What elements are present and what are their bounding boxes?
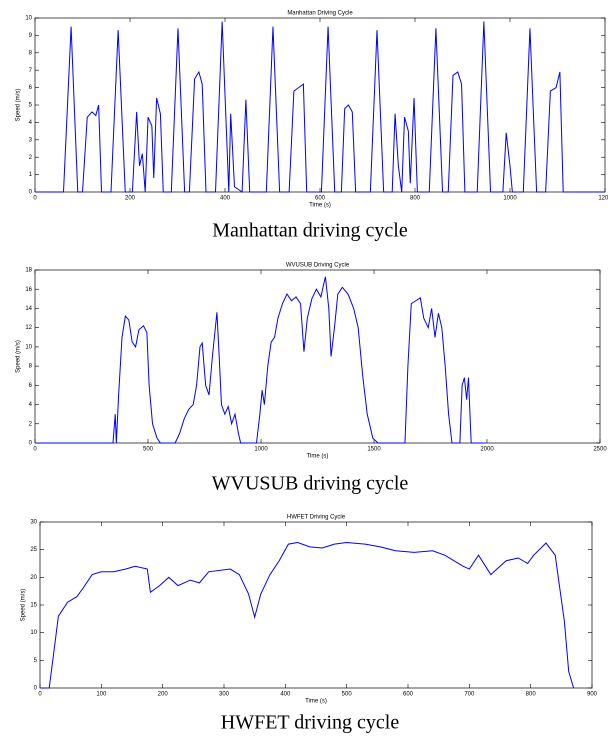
plot-area bbox=[34, 17, 606, 193]
y-tick-label: 6 bbox=[29, 383, 33, 389]
y-tick-label: 18 bbox=[25, 268, 32, 274]
x-tick-label: 300 bbox=[219, 692, 230, 698]
plot-area bbox=[34, 269, 601, 444]
y-tick-label: 6 bbox=[29, 85, 33, 91]
y-tick-label: 7 bbox=[29, 68, 33, 74]
x-tick-label: 0 bbox=[33, 447, 37, 453]
x-tick-label: 400 bbox=[220, 196, 231, 202]
y-tick-label: 3 bbox=[29, 137, 33, 143]
y-tick-label: 2 bbox=[29, 421, 33, 427]
y-tick-label: 1 bbox=[29, 172, 33, 178]
y-tick-label: 10 bbox=[25, 344, 32, 350]
y-tick-label: 14 bbox=[25, 306, 32, 312]
y-tick-label: 30 bbox=[30, 520, 37, 526]
y-tick-label: 10 bbox=[25, 16, 32, 22]
y-tick-label: 8 bbox=[29, 364, 33, 370]
y-axis-label: Speed (m/s) bbox=[21, 589, 27, 622]
x-tick-label: 700 bbox=[464, 692, 475, 698]
chart-title: WVUSUB Driving Cycle bbox=[286, 263, 350, 269]
x-tick-label: 2000 bbox=[480, 447, 494, 453]
x-tick-label: 200 bbox=[125, 196, 136, 202]
x-tick-label: 600 bbox=[315, 196, 326, 202]
data-line bbox=[35, 21, 605, 193]
x-tick-label: 2500 bbox=[593, 447, 607, 453]
x-tick-label: 200 bbox=[158, 692, 169, 698]
y-tick-label: 25 bbox=[30, 547, 37, 553]
caption: HWFET driving cycle bbox=[221, 712, 400, 734]
y-tick-label: 12 bbox=[25, 325, 32, 331]
caption: WVUSUB driving cycle bbox=[212, 473, 409, 495]
y-tick-label: 16 bbox=[25, 287, 32, 293]
x-tick-label: 900 bbox=[587, 692, 598, 698]
x-axis-label: Time (s) bbox=[307, 454, 329, 460]
x-tick-label: 1000 bbox=[254, 447, 268, 453]
y-axis-label: Speed (m/s) bbox=[16, 340, 22, 373]
x-axis-label: Time (s) bbox=[309, 203, 331, 209]
x-tick-label: 500 bbox=[143, 447, 154, 453]
x-tick-label: 800 bbox=[410, 196, 421, 202]
caption: Manhattan driving cycle bbox=[212, 220, 408, 242]
data-line bbox=[35, 276, 485, 444]
y-tick-label: 20 bbox=[30, 575, 37, 581]
x-tick-label: 0 bbox=[33, 196, 37, 202]
chart: WVUSUB Driving Cycle 0 500 1000 1500 2000 2500… bbox=[16, 263, 608, 495]
y-tick-label: 5 bbox=[29, 103, 33, 109]
y-tick-label: 10 bbox=[30, 630, 37, 636]
y-tick-label: 0 bbox=[29, 441, 33, 447]
x-tick-label: 600 bbox=[403, 692, 414, 698]
plot-area bbox=[39, 521, 593, 689]
y-tick-label: 15 bbox=[30, 603, 37, 609]
chart-title: Manhattan Driving Cycle bbox=[287, 11, 353, 17]
x-tick-label: 100 bbox=[96, 692, 107, 698]
y-tick-label: 0 bbox=[29, 190, 33, 196]
x-tick-label: 800 bbox=[526, 692, 537, 698]
data-line bbox=[40, 541, 575, 689]
y-tick-label: 4 bbox=[29, 120, 33, 126]
chart: Manhattan Driving Cycle 0 200 400 600 800 1000… bbox=[16, 11, 608, 242]
x-tick-label: 500 bbox=[342, 692, 353, 698]
x-tick-label: 1500 bbox=[367, 447, 381, 453]
y-tick-label: 5 bbox=[34, 658, 38, 664]
x-tick-label: 400 bbox=[280, 692, 291, 698]
y-tick-label: 2 bbox=[29, 155, 33, 161]
x-tick-label: 1000 bbox=[503, 196, 517, 202]
chart-title: HWFET Driving Cycle bbox=[287, 515, 346, 521]
y-axis-label: Speed (m/s) bbox=[16, 89, 22, 122]
x-axis-label: Time (s) bbox=[305, 699, 327, 705]
y-tick-label: 9 bbox=[29, 33, 33, 39]
y-tick-label: 8 bbox=[29, 50, 33, 56]
y-tick-label: 0 bbox=[34, 686, 38, 692]
x-tick-label: 0 bbox=[38, 692, 42, 698]
y-tick-label: 4 bbox=[29, 402, 33, 408]
